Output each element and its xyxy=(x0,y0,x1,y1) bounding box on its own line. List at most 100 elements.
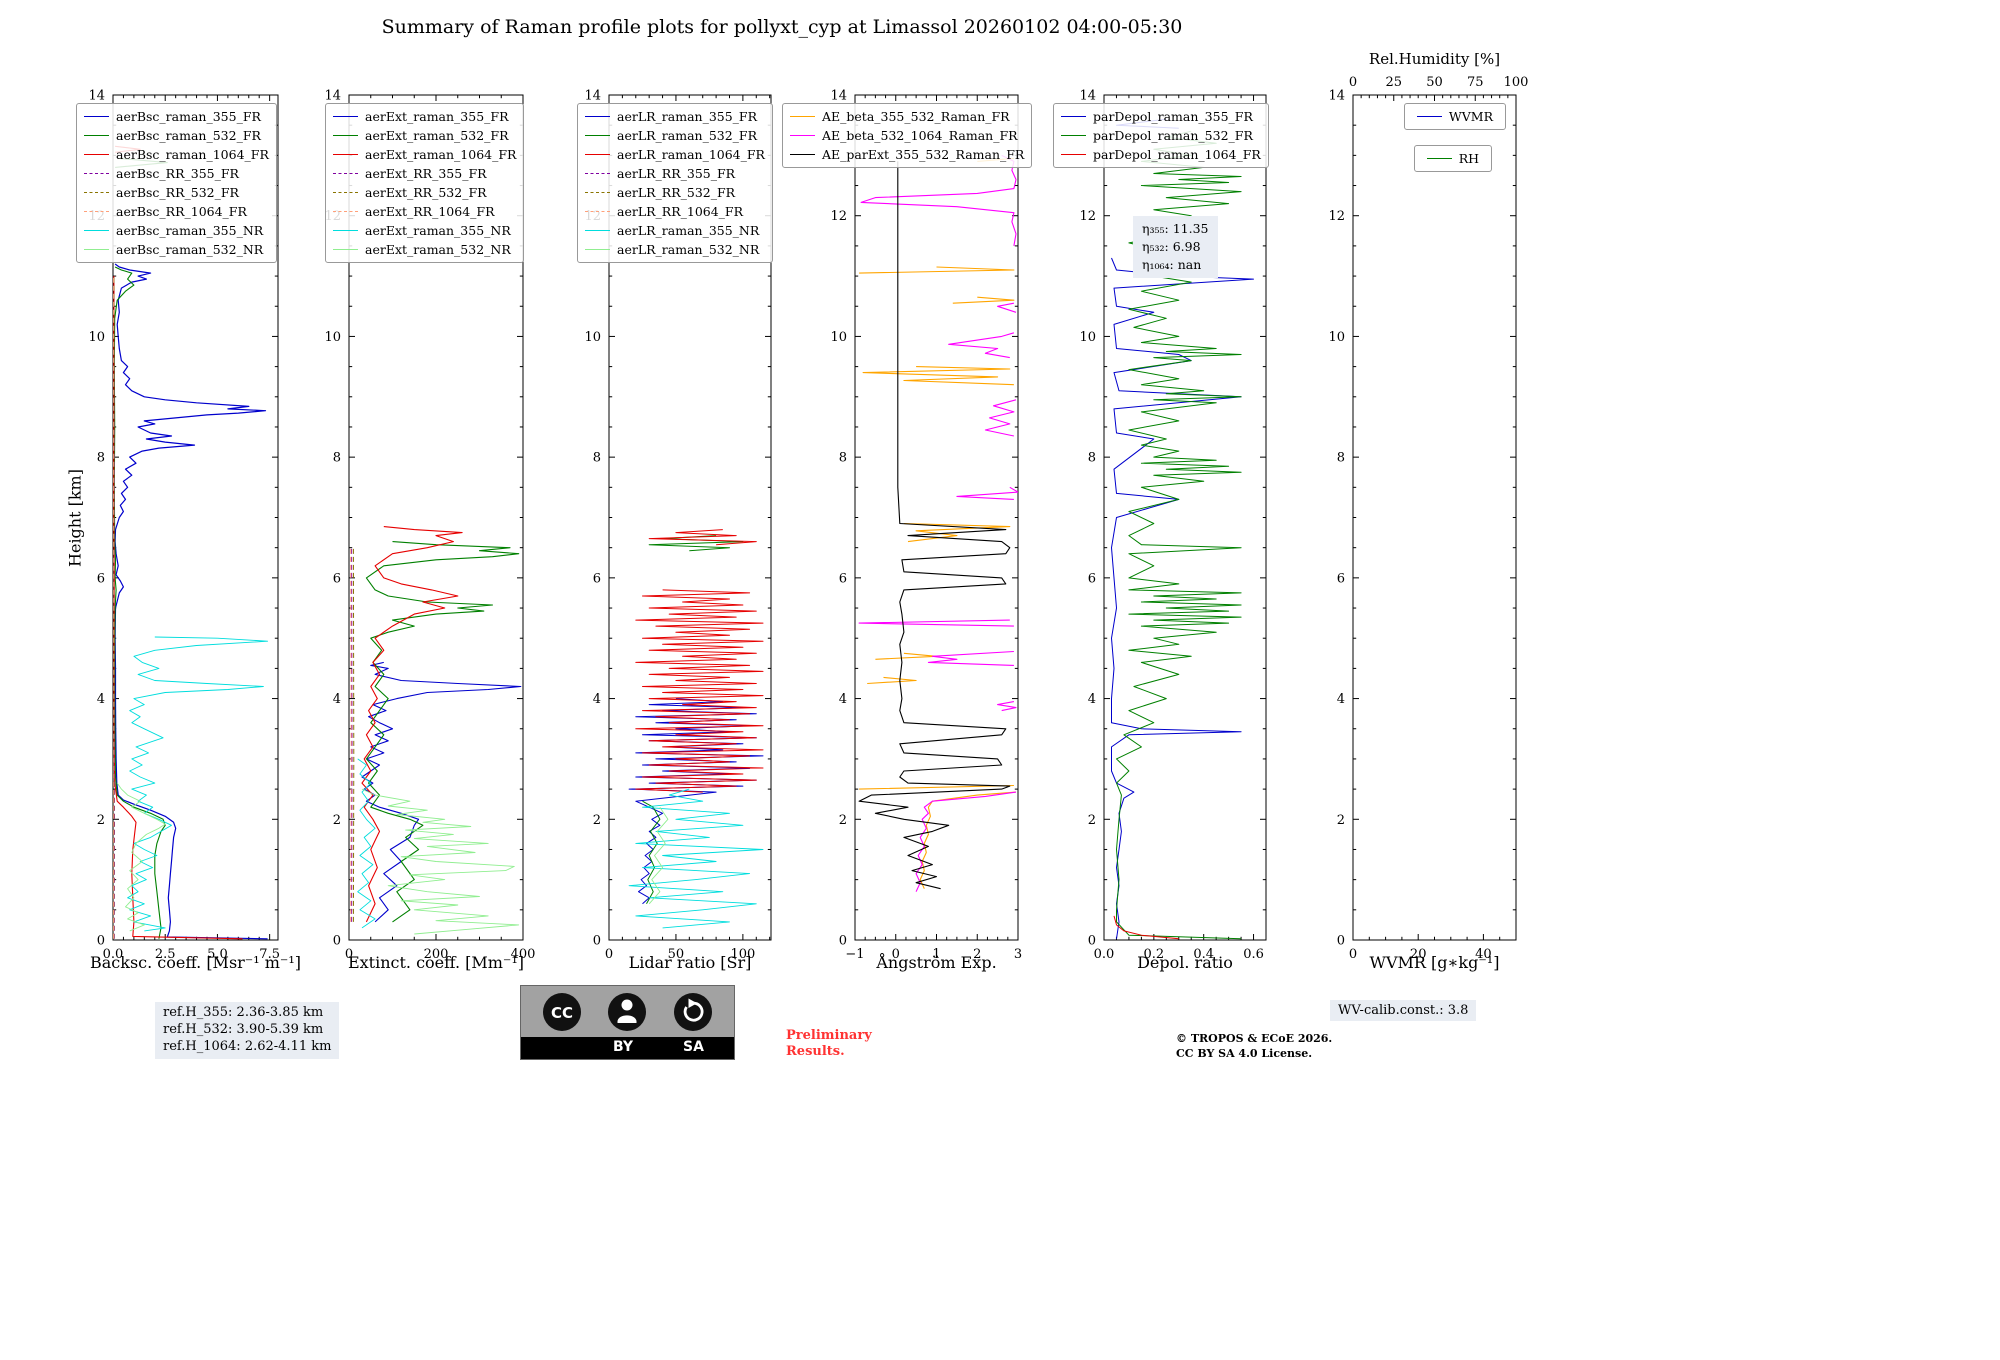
legend-wvmr: WVMR xyxy=(1403,103,1506,130)
legend-entry: aerLR_raman_355_FR xyxy=(585,107,765,126)
legend-label: aerBsc_raman_532_FR xyxy=(116,128,261,143)
legend-entry: aerLR_RR_1064_FR xyxy=(585,202,765,221)
axis-tick-labels: 0 2 4 6 8 10 12 14 0 20 40 0 25 50 75 100 xyxy=(1328,75,1528,962)
legend-wvmr: RH xyxy=(1413,145,1492,172)
legend-label: AE_beta_532_1064_Raman_FR xyxy=(822,128,1018,143)
legend-label: parDepol_raman_532_FR xyxy=(1093,128,1253,143)
legend-label: aerLR_RR_355_FR xyxy=(617,166,736,181)
legend-label: aerLR_raman_532_NR xyxy=(617,242,760,257)
legend-entry: RH xyxy=(1426,149,1479,168)
x-axis-title-backscatter: Backsc. coeff. [Msr⁻¹ m⁻¹] xyxy=(89,953,302,972)
legend-line-sample xyxy=(84,249,109,250)
legend-entry: aerExt_raman_355_FR xyxy=(333,107,516,126)
svg-text:25: 25 xyxy=(1385,75,1402,90)
legend-label: aerLR_raman_355_FR xyxy=(617,109,758,124)
svg-text:4: 4 xyxy=(1337,692,1345,707)
svg-text:10: 10 xyxy=(584,330,601,345)
legend-line-sample xyxy=(585,135,610,136)
svg-text:2: 2 xyxy=(593,813,601,828)
svg-text:2: 2 xyxy=(97,813,105,828)
legend-label: aerBsc_raman_1064_FR xyxy=(116,147,269,162)
cc-license-badge: CC BY SA xyxy=(520,985,735,1060)
svg-text:0: 0 xyxy=(1088,934,1096,949)
legend-label: aerExt_raman_532_FR xyxy=(365,128,509,143)
legend-entry: aerBsc_RR_532_FR xyxy=(84,183,269,202)
series-group xyxy=(113,145,269,940)
legend-entry: parDepol_raman_1064_FR xyxy=(1061,145,1261,164)
cc-badge-bar: BY SA xyxy=(521,1037,734,1059)
series-parDepol_raman_1064_FR xyxy=(1113,915,1179,940)
series-AE_parExt_355_532_Raman_FR xyxy=(858,161,1011,890)
legend-entry: aerLR_RR_355_FR xyxy=(585,164,765,183)
legend-label: aerLR_raman_355_NR xyxy=(617,223,760,238)
svg-text:12: 12 xyxy=(830,209,847,224)
legend-entry: AE_beta_532_1064_Raman_FR xyxy=(790,126,1024,145)
legend-label: aerBsc_RR_532_FR xyxy=(116,185,239,200)
series-group xyxy=(858,154,1018,892)
legend-label: aerLR_RR_1064_FR xyxy=(617,204,744,219)
svg-text:10: 10 xyxy=(324,330,341,345)
svg-text:0: 0 xyxy=(97,934,105,949)
svg-text:2: 2 xyxy=(1088,813,1096,828)
legend-label: aerBsc_raman_355_NR xyxy=(116,223,264,238)
axis-ticks xyxy=(854,94,1019,941)
series-aerExt_raman_1064_FR xyxy=(361,526,463,923)
legend-line-sample xyxy=(84,211,109,212)
svg-text:10: 10 xyxy=(1079,330,1096,345)
svg-text:8: 8 xyxy=(1337,451,1345,466)
axis-ticks xyxy=(608,94,771,941)
svg-text:0: 0 xyxy=(345,947,353,962)
series-aerBsc_raman_532_NR xyxy=(116,782,166,932)
legend-entry: aerExt_RR_355_FR xyxy=(333,164,516,183)
panel-depolarization: 0 2 4 6 8 10 12 14 0.0 0.2 0.4 0.6 parDepol_raman_35… xyxy=(1053,89,1269,962)
svg-text:6: 6 xyxy=(1088,571,1096,586)
svg-text:8: 8 xyxy=(1088,451,1096,466)
legend-label: AE_beta_355_532_Raman_FR xyxy=(822,109,1010,124)
legend-entry: aerBsc_raman_532_NR xyxy=(84,240,269,259)
svg-text:20: 20 xyxy=(1410,947,1427,962)
legend-line-sample xyxy=(790,116,815,117)
legend-entry: parDepol_raman_355_FR xyxy=(1061,107,1261,126)
legend-label: aerBsc_raman_355_FR xyxy=(116,109,261,124)
ref-height-355: ref.H_355: 2.36-3.85 km xyxy=(163,1005,324,1020)
figure-title: Summary of Raman profile plots for polly… xyxy=(381,16,1183,38)
wv-calibration-constant: WV-calib.const.: 3.8 xyxy=(1330,1000,1477,1021)
svg-text:0.2: 0.2 xyxy=(1144,947,1165,962)
x-axis-title-lidar-ratio: Lidar ratio [Sr] xyxy=(628,953,752,972)
axis-tick-labels: 02468101214050100 xyxy=(584,89,755,963)
svg-text:3: 3 xyxy=(1014,947,1022,962)
series-AE_beta_532_1064_Raman_FR xyxy=(858,154,1018,892)
plot-wvmr: 0 2 4 6 8 10 12 14 0 20 40 0 25 50 75 100 xyxy=(1328,75,1528,962)
svg-text:2: 2 xyxy=(973,947,981,962)
x-axis-title-extinction: Extinct. coeff. [Mm⁻¹] xyxy=(347,953,525,972)
svg-text:0: 0 xyxy=(839,934,847,949)
legend-line-sample xyxy=(333,135,358,136)
svg-text:10: 10 xyxy=(88,330,105,345)
rh-axis-title: Rel.Humidity [%] xyxy=(1368,50,1501,68)
cc-sa-label: SA xyxy=(683,1039,704,1055)
legend-label: AE_parExt_355_532_Raman_FR xyxy=(822,147,1025,162)
ref-height-1064: ref.H_1064: 2.62-4.11 km xyxy=(163,1038,332,1054)
legend-entry: aerLR_raman_532_NR xyxy=(585,240,765,259)
series-aerExt_raman_355_NR xyxy=(357,758,376,929)
svg-text:0: 0 xyxy=(605,947,613,962)
legend-label: aerExt_RR_1064_FR xyxy=(365,204,495,219)
svg-text:50: 50 xyxy=(1426,75,1443,90)
legend-entry: aerBsc_raman_355_NR xyxy=(84,221,269,240)
svg-text:14: 14 xyxy=(324,89,341,104)
eta-annotation: η₃₅₅: 11.35 η₅₃₂: 6.98 η₁₀₆₄: nan xyxy=(1133,216,1218,279)
svg-text:14: 14 xyxy=(584,89,601,104)
svg-text:100: 100 xyxy=(1504,75,1529,90)
svg-text:0: 0 xyxy=(593,934,601,949)
svg-text:5.0: 5.0 xyxy=(207,947,228,962)
legend-label: parDepol_raman_1064_FR xyxy=(1093,147,1261,162)
legend-entry: aerExt_raman_532_FR xyxy=(333,126,516,145)
series-aerBsc_raman_1064_FR xyxy=(113,145,243,940)
cc-icons: CC xyxy=(521,986,734,1037)
legend-entry: aerExt_raman_532_NR xyxy=(333,240,516,259)
legend-entry: AE_parExt_355_532_Raman_FR xyxy=(790,145,1024,164)
legend-line-sample xyxy=(1416,116,1442,117)
legend-line-sample xyxy=(1061,154,1086,155)
